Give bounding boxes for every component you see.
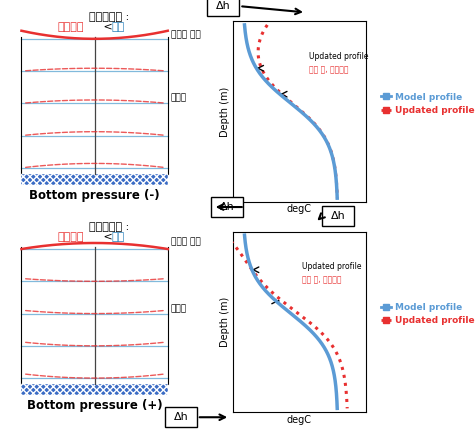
Bar [21, 384, 168, 395]
Text: 등온선: 등온선 [171, 304, 187, 313]
Text: 등온선: 등온선 [171, 94, 187, 103]
FancyBboxPatch shape [165, 408, 197, 427]
Text: Δh: Δh [220, 202, 235, 212]
Text: Bottom pressure (-): Bottom pressure (-) [29, 189, 160, 202]
FancyBboxPatch shape [211, 197, 243, 217]
Text: 위성자료: 위성자료 [57, 22, 84, 32]
Text: 생성 후, 자료동화: 생성 후, 자료동화 [303, 276, 342, 285]
Text: Bottom pressure (+): Bottom pressure (+) [27, 399, 162, 412]
Text: Updated profile: Updated profile [303, 262, 362, 271]
Bar [21, 174, 168, 185]
X-axis label: degC: degC [287, 204, 312, 214]
Text: Δh: Δh [173, 412, 188, 422]
Text: 해수면고도 :: 해수면고도 : [89, 222, 129, 232]
Y-axis label: Depth (m): Depth (m) [220, 86, 230, 137]
Text: 모델: 모델 [111, 22, 124, 32]
Bar [21, 384, 168, 395]
Text: 모델: 모델 [111, 232, 124, 242]
Text: 해수면 높이: 해수면 높이 [171, 30, 200, 39]
Y-axis label: Depth (m): Depth (m) [220, 296, 230, 347]
Text: <: < [100, 232, 116, 242]
Text: 생성 후, 자료동화: 생성 후, 자료동화 [309, 66, 348, 75]
Legend: Model profile, Updated profile: Model profile, Updated profile [377, 299, 475, 329]
Text: 위성자료: 위성자료 [57, 232, 84, 242]
Text: 해수면고도 :: 해수면고도 : [89, 12, 129, 21]
Text: Δh: Δh [331, 211, 345, 221]
Text: Δh: Δh [216, 1, 231, 11]
Text: <: < [100, 22, 116, 32]
FancyBboxPatch shape [322, 206, 354, 226]
X-axis label: degC: degC [287, 414, 312, 425]
Text: Updated profile: Updated profile [309, 51, 368, 60]
Bar [21, 174, 168, 185]
Text: 해수면 높이: 해수면 높이 [171, 238, 200, 247]
FancyBboxPatch shape [208, 0, 239, 16]
Legend: Model profile, Updated profile: Model profile, Updated profile [377, 89, 475, 119]
